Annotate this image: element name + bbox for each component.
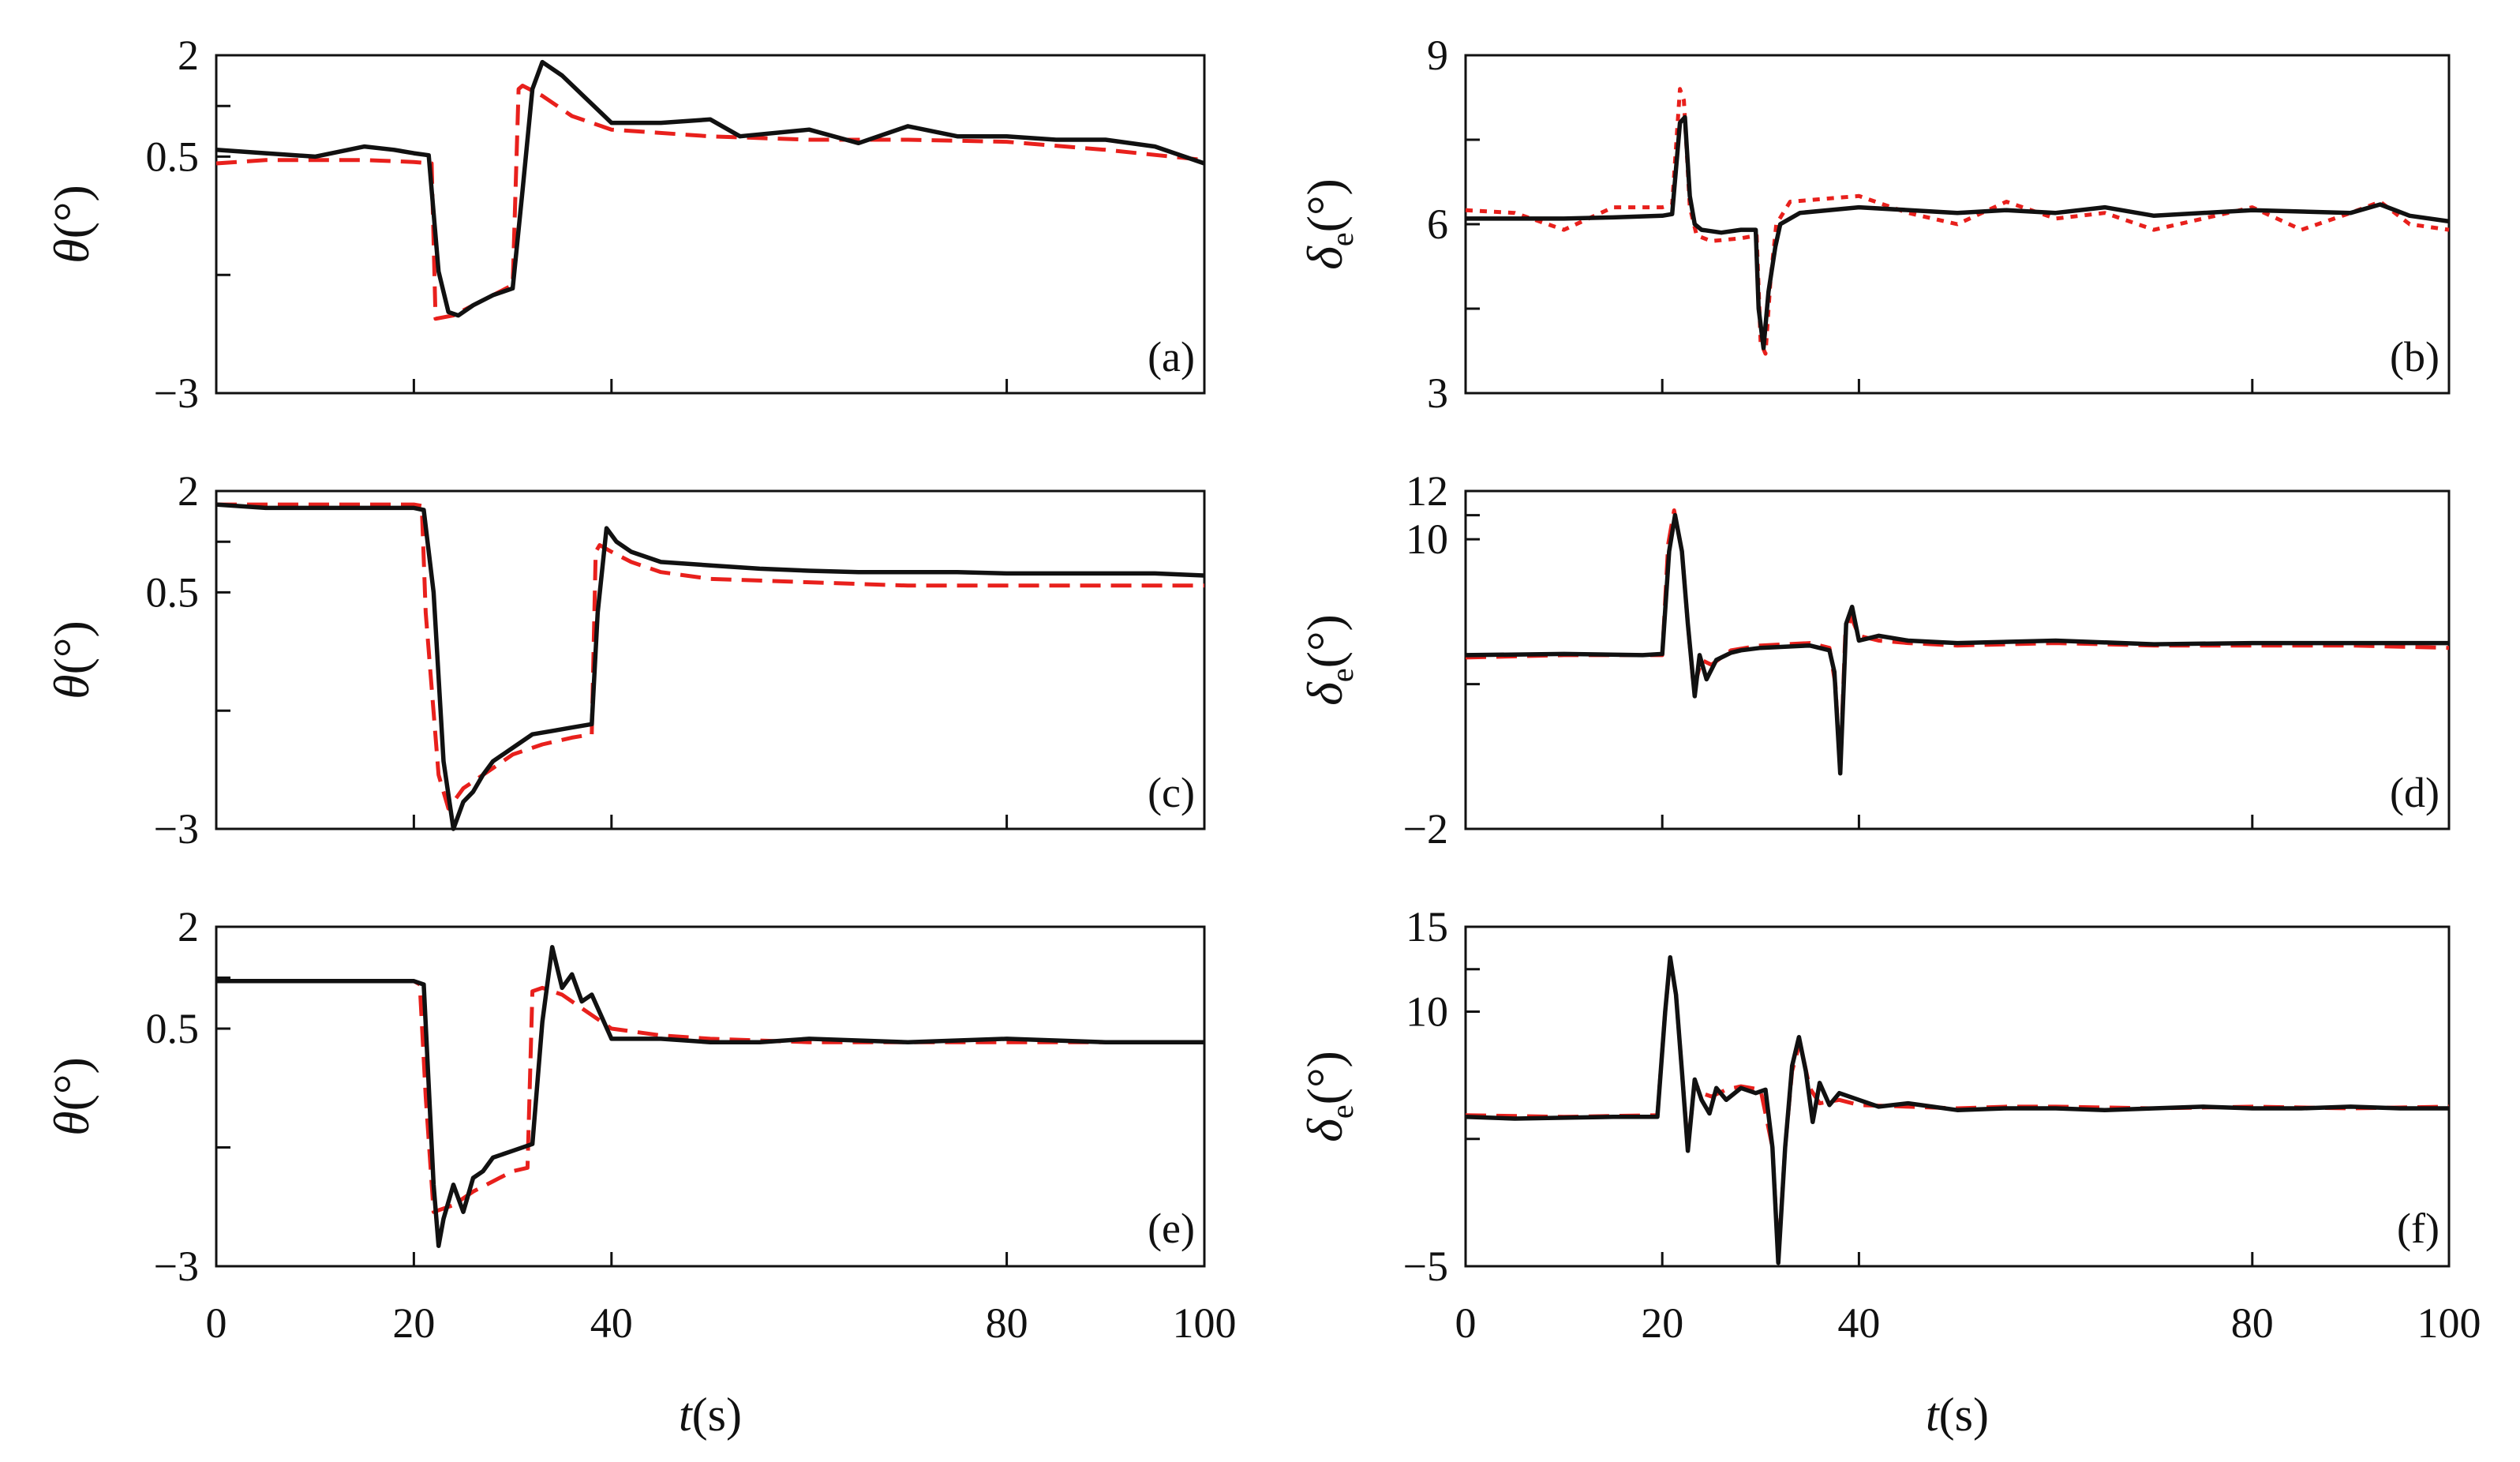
panel-a-reference-line <box>215 84 1205 321</box>
panel-e-label: (e) <box>1148 1205 1195 1252</box>
panel-f-label: (f) <box>2397 1205 2439 1252</box>
panel-d-reference-line <box>1465 508 2450 771</box>
panel-f-ytick-label: 15 <box>1406 903 1448 950</box>
panel-b-xticks <box>1661 379 2254 393</box>
panel-f-ylabel-sub: e <box>1324 1104 1360 1119</box>
panel-a: 2 0.5 −3 (a) <box>146 32 1206 417</box>
panel-e-ytick-label: 0.5 <box>146 1005 200 1052</box>
panel-d-frame <box>1464 489 2451 830</box>
panel-d-ylabel-symbol: δ <box>1297 681 1353 706</box>
panel-a-ytick-label: 0.5 <box>146 133 200 180</box>
panel-f-ytick-label: 10 <box>1406 988 1448 1036</box>
panel-e-xtick-label: 40 <box>590 1299 633 1347</box>
panel-f-ytick-label: −5 <box>1403 1243 1448 1290</box>
x-axis-label-left-var: t <box>679 1389 693 1441</box>
panel-c: 2 0.5 −3 (c) <box>146 467 1206 853</box>
panel-c-actual-line <box>215 502 1205 831</box>
panel-c-ylabel-unit: (°) <box>43 620 99 674</box>
panel-b-ylabel: δe(°) <box>1297 178 1360 270</box>
panel-c-xticks <box>412 815 1009 829</box>
panel-d-ylabel: δe(°) <box>1297 614 1360 706</box>
panel-e-ylabel-symbol: θ <box>43 1111 99 1135</box>
panel-a-ylabel-unit: (°) <box>43 185 99 238</box>
panel-e-xtick-label: 20 <box>392 1299 435 1347</box>
panel-f-xticks: 0 20 40 80 100 <box>1455 1252 2481 1347</box>
panel-a-yticks: 2 0.5 −3 <box>146 32 230 417</box>
panel-b-ytick-label: 3 <box>1427 369 1448 417</box>
panel-e-xtick-label: 80 <box>986 1299 1028 1347</box>
panel-e-ylabel: θ(°) <box>43 1057 99 1136</box>
panel-d-ylabel-unit: (°) <box>1297 614 1353 668</box>
panel-d-label: (d) <box>2390 769 2439 816</box>
panel-c-ytick-label: 2 <box>178 467 199 515</box>
panel-f-frame <box>1464 925 2451 1268</box>
panel-f-xtick-label: 0 <box>1455 1299 1477 1347</box>
panel-e-actual-line <box>216 945 1204 1248</box>
panel-b-ylabel-symbol: δ <box>1297 246 1353 270</box>
panel-f: 0 20 40 80 100 15 10 −5 (f) <box>1403 903 2481 1347</box>
panel-f-xtick-label: 100 <box>2417 1299 2481 1347</box>
panel-c-ylabel: θ(°) <box>43 620 99 699</box>
panel-a-ylabel-symbol: θ <box>43 238 99 263</box>
panel-e-yticks: 2 0.5 −3 <box>146 903 230 1290</box>
panel-a-actual-line <box>215 59 1205 318</box>
panel-b: 9 6 3 (b) <box>1427 32 2451 417</box>
panel-b-ylabel-unit: (°) <box>1297 178 1353 232</box>
panel-f-ylabel-symbol: δ <box>1297 1118 1353 1142</box>
panel-d-actual-line <box>1465 512 2449 776</box>
panel-a-frame <box>215 54 1206 395</box>
panel-e-xticks: 0 20 40 80 100 <box>206 1252 1237 1347</box>
panel-a-ylabel: θ(°) <box>43 185 99 264</box>
panel-e-reference-line <box>216 979 1204 1214</box>
panel-d-xticks <box>1661 815 2254 829</box>
panel-a-ytick-label: −3 <box>154 369 199 417</box>
x-axis-label-right-unit: (s) <box>1939 1389 1989 1441</box>
panel-d-ytick-label: −2 <box>1403 805 1448 853</box>
x-axis-label-right: t(s) <box>1926 1389 1989 1441</box>
panel-b-ylabel-sub: e <box>1324 232 1360 246</box>
panel-c-ytick-label: 0.5 <box>146 568 200 616</box>
panel-c-frame <box>215 489 1206 830</box>
panel-f-yticks: 15 10 −5 <box>1403 903 1480 1290</box>
x-axis-label-right-var: t <box>1926 1389 1940 1441</box>
panel-b-actual-line <box>1466 114 2450 351</box>
panel-c-yticks: 2 0.5 −3 <box>146 467 230 853</box>
panel-d-ylabel-sub: e <box>1324 668 1360 682</box>
x-axis-label-left-unit: (s) <box>692 1389 742 1441</box>
panel-e-xtick-label: 100 <box>1173 1299 1237 1347</box>
panel-a-label: (a) <box>1148 333 1195 380</box>
panel-f-xtick-label: 80 <box>2231 1299 2274 1347</box>
panel-f-ylabel: δe(°) <box>1297 1051 1360 1142</box>
panel-c-reference-line <box>216 502 1204 811</box>
panel-b-yticks: 9 6 3 <box>1427 32 1480 417</box>
panel-a-ytick-label: 2 <box>178 32 199 79</box>
panel-f-xtick-label: 20 <box>1641 1299 1683 1347</box>
panel-a-xticks <box>412 379 1009 393</box>
panel-f-ylabel-unit: (°) <box>1297 1051 1353 1104</box>
panel-b-label: (b) <box>2390 333 2439 380</box>
panel-e-ytick-label: −3 <box>154 1243 199 1290</box>
panel-d-ytick-label: 10 <box>1406 515 1448 563</box>
panel-e-frame <box>215 925 1206 1268</box>
panel-b-reference-line <box>1465 87 2450 356</box>
panel-e-ytick-label: 2 <box>178 903 199 950</box>
panel-c-label: (c) <box>1148 769 1195 816</box>
panel-d-ytick-label: 12 <box>1406 467 1448 515</box>
panel-c-ytick-label: −3 <box>154 805 199 853</box>
panel-f-xtick-label: 40 <box>1837 1299 1880 1347</box>
panel-b-ytick-label: 6 <box>1427 201 1448 248</box>
panel-e-ylabel-unit: (°) <box>43 1057 99 1111</box>
panel-f-actual-line <box>1465 954 2449 1265</box>
panel-c-ylabel-symbol: θ <box>43 674 99 699</box>
panel-b-ytick-label: 9 <box>1427 32 1448 79</box>
panel-e-xtick-label: 0 <box>206 1299 227 1347</box>
panel-e: 0 20 40 80 100 2 0.5 −3 (e) <box>146 903 1237 1347</box>
x-axis-label-left: t(s) <box>679 1389 742 1441</box>
